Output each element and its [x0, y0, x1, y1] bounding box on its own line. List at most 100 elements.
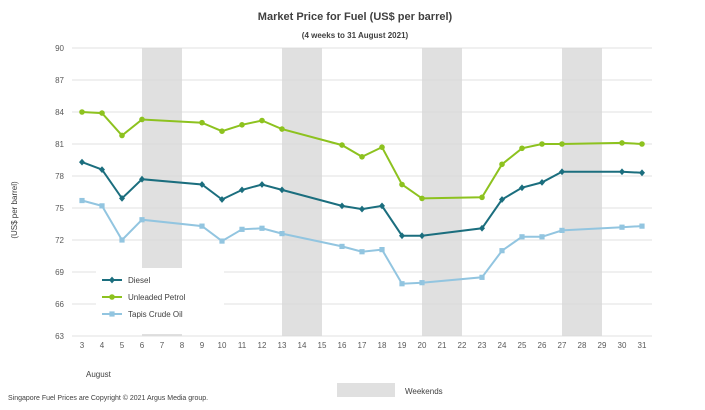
y-tick-label-78: 78 — [55, 172, 64, 181]
chart-title: Market Price for Fuel (US$ per barrel) — [258, 11, 453, 23]
x-tick-label-22: 22 — [458, 341, 467, 350]
x-tick-label-7: 7 — [160, 341, 165, 350]
y-tick-label-72: 72 — [55, 236, 64, 245]
x-tick-label-13: 13 — [278, 341, 287, 350]
data-point-s1-19 — [399, 232, 405, 240]
y-axis-label: (US$ per barrel) — [10, 181, 19, 239]
data-point-s1-3 — [79, 158, 85, 166]
data-point-s3-5 — [119, 237, 125, 243]
y-tick-label-66: 66 — [55, 300, 64, 309]
data-point-s2-18 — [379, 144, 385, 150]
weekend-bands — [142, 48, 602, 336]
legend-item-3: Tapis Crude Oil — [102, 310, 183, 319]
legend-label-1: Diesel — [128, 276, 150, 285]
data-point-s1-6 — [139, 175, 145, 183]
x-tick-label-17: 17 — [358, 341, 367, 350]
data-point-s3-6 — [139, 217, 145, 223]
x-tick-label-25: 25 — [518, 341, 527, 350]
data-point-s2-16 — [339, 142, 345, 148]
data-point-s3-27 — [559, 227, 565, 233]
data-point-s1-17 — [359, 205, 365, 213]
x-tick-label-28: 28 — [578, 341, 587, 350]
data-point-s2-24 — [499, 161, 505, 168]
y-tick-label-63: 63 — [55, 332, 64, 341]
x-tick-label-9: 9 — [200, 341, 205, 350]
x-tick-label-6: 6 — [140, 341, 145, 350]
data-point-s2-13 — [279, 126, 285, 132]
data-point-s3-16 — [339, 243, 345, 249]
x-tick-label-26: 26 — [538, 341, 547, 350]
y-tick-label-84: 84 — [55, 108, 64, 117]
weekend-band-4 — [562, 48, 602, 336]
series-1 — [79, 158, 645, 240]
data-point-s1-26 — [539, 179, 545, 186]
x-tick-label-24: 24 — [498, 341, 507, 350]
series-2 — [79, 109, 645, 202]
data-point-s2-9 — [199, 119, 205, 126]
data-point-s3-17 — [359, 249, 365, 255]
data-point-s1-10 — [219, 196, 225, 203]
y-tick-label-81: 81 — [55, 140, 64, 149]
x-tick-label-15: 15 — [318, 341, 327, 350]
x-tick-label-8: 8 — [180, 341, 185, 350]
data-point-s1-27 — [559, 168, 565, 176]
y-tick-label-69: 69 — [55, 268, 64, 277]
data-point-s2-25 — [519, 145, 525, 152]
data-point-s3-24 — [499, 248, 505, 254]
data-point-s2-20 — [419, 195, 425, 202]
data-point-s3-4 — [99, 203, 105, 209]
data-point-s2-10 — [219, 128, 225, 134]
data-point-s3-18 — [379, 247, 385, 253]
data-point-s1-25 — [519, 184, 525, 192]
data-point-s2-4 — [99, 110, 105, 116]
data-point-s1-9 — [199, 181, 205, 188]
legend: Diesel Unleaded Petrol Tapis Crude Oil — [102, 276, 186, 319]
x-tick-label-21: 21 — [438, 341, 447, 350]
data-point-s1-23 — [479, 224, 485, 232]
x-tick-label-10: 10 — [218, 341, 227, 350]
data-point-s3-11 — [239, 226, 245, 232]
data-point-s2-19 — [399, 181, 405, 188]
data-point-s1-24 — [499, 196, 505, 203]
data-point-s3-19 — [399, 281, 405, 287]
y-tick-label-90: 90 — [55, 44, 64, 53]
data-point-s1-20 — [419, 232, 425, 240]
data-point-s1-5 — [119, 195, 125, 202]
series-layer — [79, 109, 645, 287]
x-tick-label-14: 14 — [298, 341, 307, 350]
data-point-s2-11 — [239, 122, 245, 128]
data-point-s2-31 — [639, 141, 645, 147]
data-point-s2-3 — [79, 109, 85, 115]
legend-label-3: Tapis Crude Oil — [128, 310, 183, 319]
x-tick-label-19: 19 — [398, 341, 407, 350]
series-3 — [79, 197, 645, 287]
data-point-s1-31 — [639, 169, 645, 177]
data-point-s2-23 — [479, 194, 485, 201]
data-point-s3-26 — [539, 234, 545, 240]
data-point-s2-6 — [139, 116, 145, 123]
x-axis-label: August — [86, 370, 112, 379]
data-point-s1-11 — [239, 186, 245, 194]
x-tick-label-16: 16 — [338, 341, 347, 350]
weekend-legend-swatch — [337, 383, 395, 397]
data-point-s3-9 — [199, 223, 205, 229]
x-tick-label-23: 23 — [478, 341, 487, 350]
legend-item-2: Unleaded Petrol — [102, 293, 186, 302]
data-point-s1-18 — [379, 202, 385, 210]
x-tick-label-11: 11 — [238, 341, 247, 350]
data-point-s3-20 — [419, 280, 425, 286]
data-point-s2-26 — [539, 141, 545, 147]
legend-marker-2 — [109, 294, 115, 300]
data-point-s1-30 — [619, 168, 625, 176]
data-point-s3-31 — [639, 223, 645, 229]
data-point-s2-17 — [359, 154, 365, 160]
legend-label-2: Unleaded Petrol — [128, 293, 186, 302]
legend-marker-3 — [109, 311, 115, 317]
data-point-s1-4 — [99, 166, 105, 173]
weekend-legend-label: Weekends — [405, 387, 443, 396]
data-point-s3-13 — [279, 231, 285, 237]
data-point-s3-3 — [79, 197, 85, 204]
data-point-s1-13 — [279, 186, 285, 194]
